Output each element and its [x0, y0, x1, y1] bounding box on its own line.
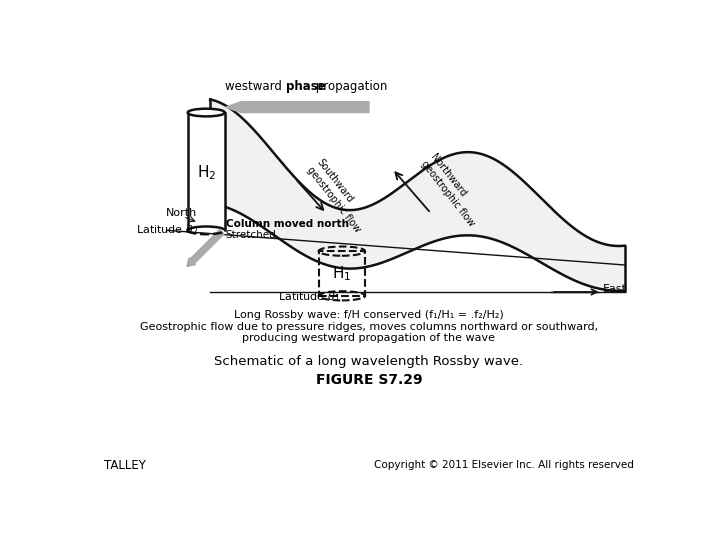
- Ellipse shape: [188, 109, 225, 117]
- Text: Schematic of a long wavelength Rossby wave.: Schematic of a long wavelength Rossby wa…: [215, 355, 523, 368]
- Text: North: North: [166, 208, 197, 218]
- Text: Stretched: Stretched: [225, 230, 276, 240]
- Text: Latitude $\theta_2$: Latitude $\theta_2$: [137, 224, 199, 237]
- Text: Southward
geostrophic flow: Southward geostrophic flow: [305, 157, 372, 234]
- Text: H$_1$: H$_1$: [332, 264, 351, 283]
- Text: producing westward propagation of the wave: producing westward propagation of the wa…: [243, 333, 495, 343]
- FancyArrow shape: [186, 230, 224, 267]
- Text: phase: phase: [286, 80, 326, 93]
- Text: H$_2$: H$_2$: [197, 163, 216, 182]
- Bar: [319, 251, 365, 296]
- Text: TALLEY: TALLEY: [104, 458, 146, 472]
- Text: Column moved north: Column moved north: [225, 219, 348, 229]
- Text: Geostrophic flow due to pressure ridges, moves columns northward or southward,: Geostrophic flow due to pressure ridges,…: [140, 322, 598, 332]
- Text: Long Rossby wave: f/H conserved (f₁/H₁ = .f₂/H₂): Long Rossby wave: f/H conserved (f₁/H₁ =…: [234, 310, 504, 320]
- Text: East: East: [603, 284, 627, 294]
- Text: Latitude $\theta_1$: Latitude $\theta_1$: [279, 291, 341, 304]
- Bar: [188, 112, 225, 231]
- Text: propagation: propagation: [312, 80, 388, 93]
- Text: Copyright © 2011 Elsevier Inc. All rights reserved: Copyright © 2011 Elsevier Inc. All right…: [374, 460, 634, 470]
- Text: FIGURE S7.29: FIGURE S7.29: [315, 374, 423, 388]
- FancyArrow shape: [225, 102, 369, 112]
- Text: Northward
geostrophic flow: Northward geostrophic flow: [419, 152, 486, 228]
- Text: westward: westward: [225, 80, 286, 93]
- Polygon shape: [210, 99, 625, 291]
